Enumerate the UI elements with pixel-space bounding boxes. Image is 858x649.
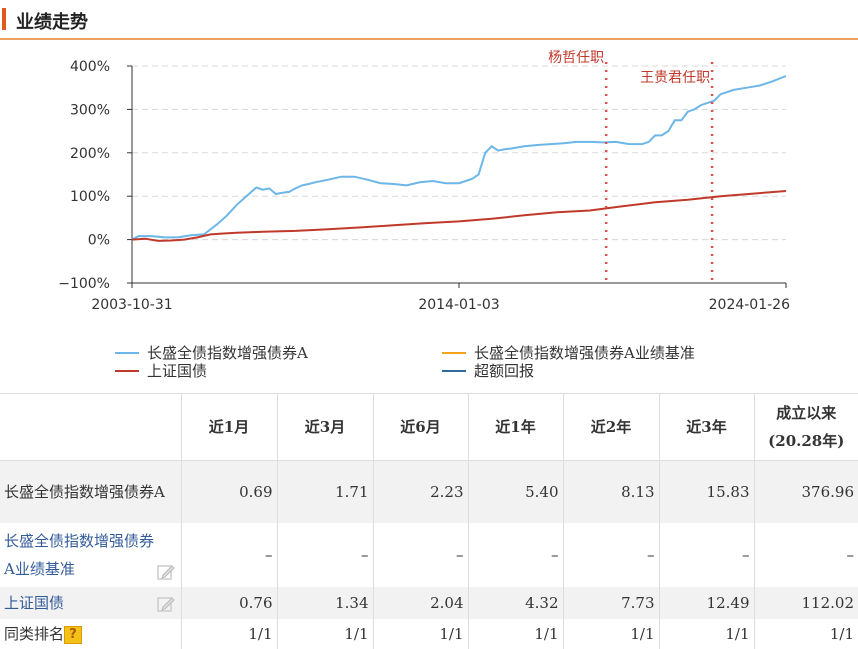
legend-label: 长盛全债指数增强债券A (147, 344, 308, 362)
cell: 1/1 (562, 619, 659, 649)
table-row: 长盛全债指数增强债券A 0.69 1.71 2.23 5.40 8.13 15.… (0, 460, 858, 523)
series-line-2 (131, 190, 787, 242)
table-header: 近1年 (467, 393, 563, 461)
cell: 15.83 (658, 460, 754, 523)
table-row: 长盛全债指数增强债券A业绩基准 – – – – – – – (0, 523, 858, 587)
table-header-blank (0, 393, 181, 461)
x-tick-label: 2014-01-03 (418, 297, 499, 313)
performance-chart: 400% 300% 200% 100% 0% −100% 2003-10-31 2014-01… (58, 50, 790, 313)
cell: – (753, 523, 858, 587)
y-tick-label: 300% (70, 102, 110, 118)
cell: – (372, 523, 468, 587)
table-header: 近6月 (372, 393, 468, 461)
legend-swatch (115, 351, 139, 354)
manager-marker-label: 王贵君任职 (640, 70, 710, 86)
cell: 1/1 (372, 619, 468, 649)
cell: 1/1 (180, 619, 277, 649)
y-tick-label: 200% (70, 146, 110, 162)
cell: 1/1 (467, 619, 563, 649)
table-header: 近3年 (658, 393, 754, 461)
legend-item-fund[interactable]: 长盛全债指数增强债券A (115, 342, 308, 363)
table-row: 同类排名? 1/1 1/1 1/1 1/1 1/1 1/1 1/1 (0, 619, 858, 649)
cell: 2.04 (372, 587, 468, 619)
table-row: 上证国债 0.76 1.34 2.04 4.32 7.73 12.49 112.… (0, 587, 858, 619)
cell: 2.23 (372, 460, 468, 523)
row-name: 长盛全债指数增强债券A (0, 460, 181, 523)
cell: 112.02 (753, 587, 858, 619)
cell: 0.76 (180, 587, 277, 619)
section-accent-bar (2, 8, 6, 30)
legend-item-benchmark[interactable]: 长盛全债指数增强债券A业绩基准 (442, 342, 695, 363)
cell: 1/1 (276, 619, 373, 649)
manager-marker-label: 杨哲任职 (548, 50, 604, 66)
y-tick-label: −100% (58, 276, 110, 292)
section-title: 业绩走势 (16, 12, 88, 33)
table-header: 近2年 (562, 393, 659, 461)
legend-label: 长盛全债指数增强债券A业绩基准 (474, 344, 695, 362)
cell: – (180, 523, 277, 587)
y-tick-label: 100% (70, 189, 110, 205)
question-icon[interactable]: ? (64, 626, 83, 644)
cell: 1/1 (658, 619, 754, 649)
row-name-link[interactable]: 上证国债 (0, 587, 181, 619)
legend-label: 上证国债 (147, 362, 208, 380)
chart-legend: 长盛全债指数增强债券A 长盛全债指数增强债券A业绩基准 上证国债 超额回报 (0, 338, 858, 382)
cell: – (467, 523, 563, 587)
series-line-0 (131, 75, 787, 241)
legend-swatch (115, 369, 139, 372)
x-tick-label: 2024-01-26 (709, 297, 790, 313)
row-name: 同类排名? (0, 619, 181, 649)
cell: 7.73 (562, 587, 659, 619)
section-header: 业绩走势 (0, 0, 858, 40)
legend-swatch (442, 369, 466, 372)
cell: 5.40 (467, 460, 563, 523)
edit-icon[interactable] (156, 563, 175, 581)
cell: – (276, 523, 373, 587)
table-header: 近1月 (180, 393, 277, 461)
x-tick-label: 2003-10-31 (91, 297, 172, 313)
legend-swatch (442, 351, 466, 354)
cell: – (658, 523, 754, 587)
cell: 0.69 (180, 460, 277, 523)
table-header: 近3月 (276, 393, 373, 461)
cell: 1/1 (753, 619, 858, 649)
cell: – (562, 523, 659, 587)
y-tick-label: 0% (88, 233, 110, 249)
performance-table: 近1月 近3月 近6月 近1年 近2年 近3年 成立以来 (20.28年) 长盛… (0, 393, 858, 649)
y-tick-label: 400% (70, 59, 110, 75)
cell: 12.49 (658, 587, 754, 619)
cell: 8.13 (562, 460, 659, 523)
table-header: 成立以来 (20.28年) (753, 393, 858, 461)
cell: 376.96 (753, 460, 858, 523)
legend-item-index[interactable]: 上证国债 (115, 360, 207, 381)
edit-icon[interactable] (156, 595, 175, 613)
cell: 4.32 (467, 587, 563, 619)
legend-label: 超额回报 (474, 362, 535, 380)
legend-item-excess[interactable]: 超额回报 (442, 360, 534, 381)
table-header-row: 近1月 近3月 近6月 近1年 近2年 近3年 成立以来 (20.28年) (0, 393, 858, 461)
cell: 1.34 (276, 587, 373, 619)
row-name-link[interactable]: 长盛全债指数增强债券A业绩基准 (0, 523, 181, 587)
cell: 1.71 (276, 460, 373, 523)
